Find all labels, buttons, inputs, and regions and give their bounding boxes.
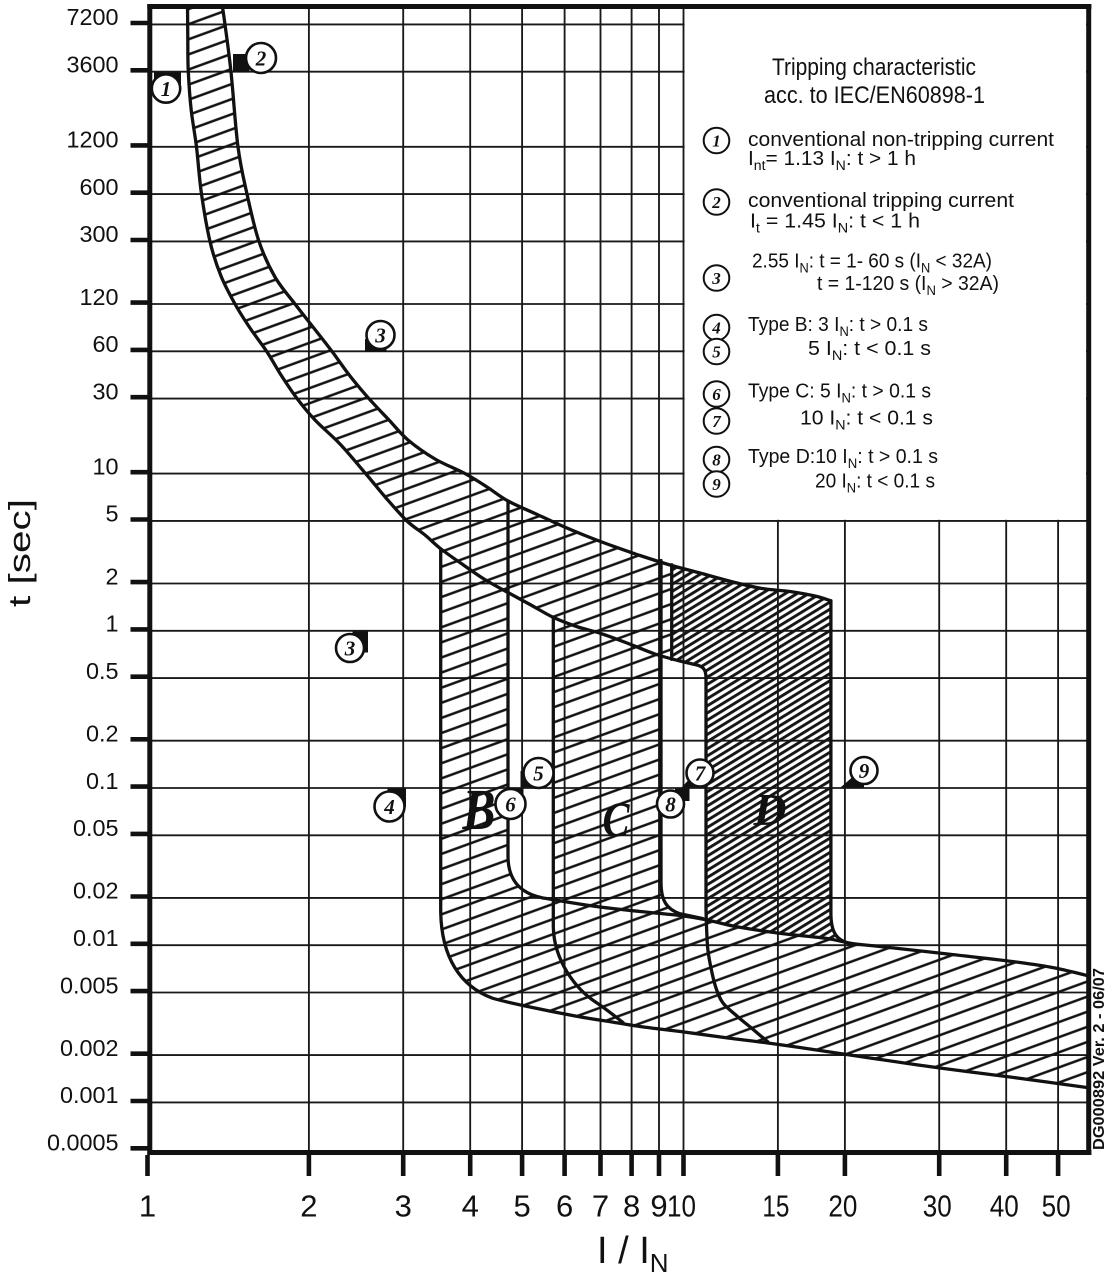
svg-text:20 IN: t < 0.1 s: 20 IN: t < 0.1 s bbox=[815, 471, 935, 496]
svg-text:7: 7 bbox=[592, 1189, 609, 1224]
svg-text:5: 5 bbox=[533, 762, 544, 786]
svg-text:10 IN: t < 0.1 s: 10 I N: t < 0.1 s bbox=[800, 408, 933, 433]
svg-text:60: 60 bbox=[92, 331, 118, 357]
svg-text:7200: 7200 bbox=[66, 4, 118, 30]
svg-text:6: 6 bbox=[712, 385, 721, 404]
svg-text:t [sec]: t [sec] bbox=[2, 499, 37, 607]
svg-text:5: 5 bbox=[105, 501, 118, 527]
svg-text:0.5: 0.5 bbox=[86, 658, 119, 684]
svg-text:0.001: 0.001 bbox=[60, 1082, 119, 1108]
svg-text:conventional non-tripping curr: conventional non-tripping current bbox=[748, 129, 1054, 151]
svg-text:5 IN: t < 0.1 s: 5 I N: t < 0.1 s bbox=[808, 338, 931, 363]
svg-text:15: 15 bbox=[762, 1189, 789, 1224]
svg-text:5: 5 bbox=[513, 1189, 530, 1224]
svg-text:40: 40 bbox=[990, 1189, 1019, 1224]
svg-text:10: 10 bbox=[667, 1189, 696, 1224]
svg-text:Tripping characteristic: Tripping characteristic bbox=[772, 54, 976, 81]
svg-text:2: 2 bbox=[711, 193, 721, 212]
svg-text:1: 1 bbox=[139, 1189, 156, 1224]
svg-text:acc. to IEC/EN60898-1: acc. to IEC/EN60898-1 bbox=[764, 82, 985, 109]
svg-text:C: C bbox=[603, 791, 631, 847]
svg-text:1: 1 bbox=[105, 611, 118, 637]
svg-text:9: 9 bbox=[650, 1189, 667, 1224]
svg-text:8: 8 bbox=[665, 793, 676, 817]
svg-text:1: 1 bbox=[161, 77, 172, 101]
svg-text:0.01: 0.01 bbox=[73, 925, 119, 951]
svg-text:0.2: 0.2 bbox=[86, 721, 119, 747]
svg-text:4: 4 bbox=[711, 319, 721, 338]
svg-text:9: 9 bbox=[712, 475, 721, 494]
svg-text:30: 30 bbox=[92, 378, 118, 404]
svg-text:It = 1.45 IN: t < 1 h: It = 1.45 I N: t < 1 h bbox=[750, 211, 920, 236]
svg-text:Int= 1.13 IN: t > 1 h: Int= 1.13 I N: t > 1 h bbox=[748, 148, 916, 173]
svg-text:D: D bbox=[753, 784, 787, 835]
svg-text:2: 2 bbox=[105, 563, 118, 589]
svg-text:120: 120 bbox=[79, 284, 118, 310]
svg-text:5: 5 bbox=[712, 343, 721, 362]
svg-text:t = 1-120 s (IN > 32A): t = 1-120 s (IN > 32A) bbox=[817, 273, 999, 298]
svg-text:0.02: 0.02 bbox=[73, 878, 119, 904]
svg-text:20: 20 bbox=[828, 1189, 857, 1224]
svg-text:0.002: 0.002 bbox=[60, 1035, 119, 1061]
svg-text:4: 4 bbox=[462, 1189, 479, 1224]
svg-text:6: 6 bbox=[556, 1189, 573, 1224]
svg-text:6: 6 bbox=[505, 793, 516, 817]
svg-text:30: 30 bbox=[923, 1189, 952, 1224]
svg-text:4: 4 bbox=[383, 795, 395, 819]
svg-text:8: 8 bbox=[712, 451, 721, 470]
svg-text:3600: 3600 bbox=[66, 52, 118, 78]
svg-text:10: 10 bbox=[92, 453, 118, 479]
svg-text:Type C: 5 IN: t > 0.1 s: Type C: 5 IN: t > 0.1 s bbox=[748, 381, 931, 406]
svg-text:7: 7 bbox=[695, 762, 707, 786]
svg-text:3: 3 bbox=[374, 324, 386, 348]
svg-text:Type D:10 IN: t > 0.1 s: Type D:10 IN: t > 0.1 s bbox=[748, 446, 938, 471]
svg-text:3: 3 bbox=[395, 1189, 412, 1224]
svg-text:0.005: 0.005 bbox=[60, 972, 119, 998]
svg-text:0.1: 0.1 bbox=[86, 768, 119, 794]
svg-text:DG000892 Ver. 2 - 06/07: DG000892 Ver. 2 - 06/07 bbox=[1091, 968, 1108, 1150]
svg-text:2: 2 bbox=[300, 1189, 317, 1224]
svg-text:3: 3 bbox=[711, 269, 721, 288]
svg-text:B: B bbox=[462, 777, 496, 842]
svg-text:3: 3 bbox=[344, 637, 356, 661]
svg-text:1: 1 bbox=[712, 132, 721, 151]
svg-text:9: 9 bbox=[859, 759, 870, 783]
svg-text:8: 8 bbox=[623, 1189, 640, 1224]
svg-text:7: 7 bbox=[712, 412, 722, 431]
svg-text:Type B: 3 IN: t > 0.1 s: Type B: 3 IN: t > 0.1 s bbox=[748, 314, 928, 339]
svg-text:1200: 1200 bbox=[66, 127, 118, 153]
svg-text:conventional tripping current: conventional tripping current bbox=[748, 190, 1014, 212]
svg-text:600: 600 bbox=[79, 174, 118, 200]
svg-text:2: 2 bbox=[255, 47, 267, 71]
svg-text:0.0005: 0.0005 bbox=[47, 1130, 119, 1156]
svg-text:50: 50 bbox=[1042, 1189, 1071, 1224]
svg-text:0.05: 0.05 bbox=[73, 815, 119, 841]
svg-text:2.55 IN: t = 1- 60 s (IN < 32A: 2.55 IN: t = 1- 60 s (IN < 32A) bbox=[752, 251, 992, 276]
svg-text:300: 300 bbox=[79, 221, 118, 247]
